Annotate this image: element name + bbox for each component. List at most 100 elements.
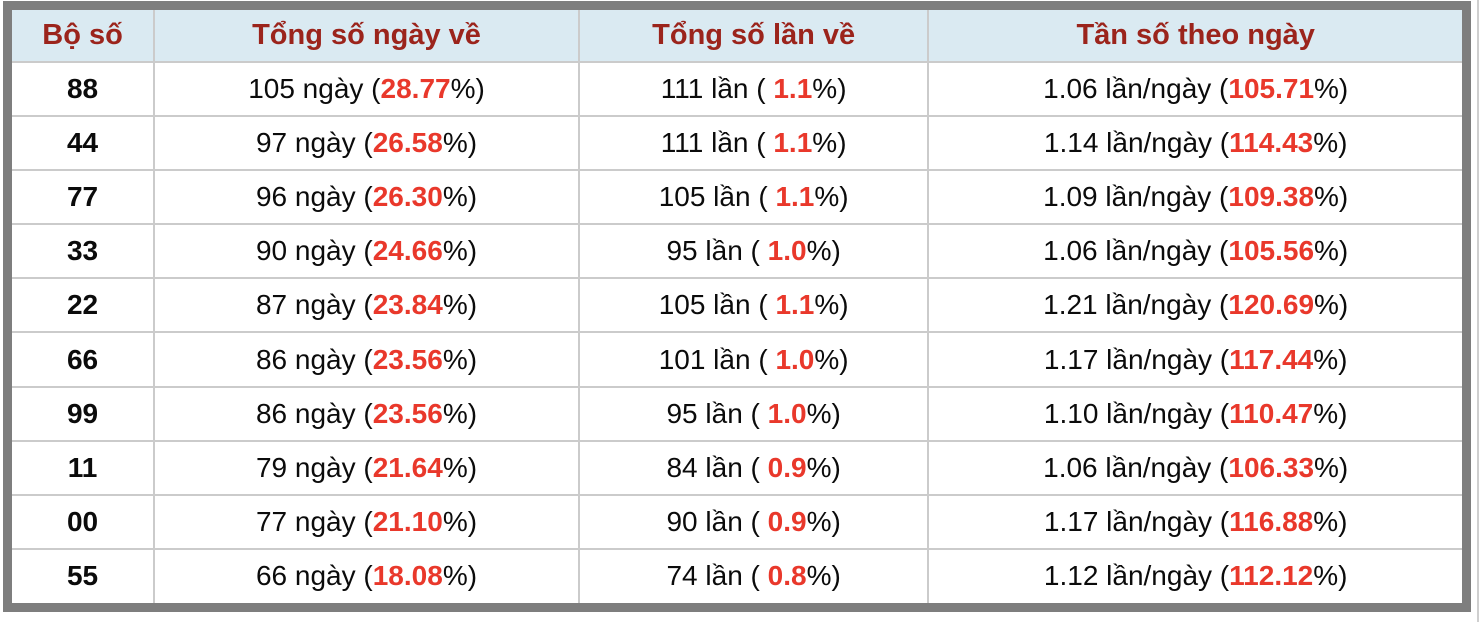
frequency-percent-value: 112.12	[1229, 560, 1314, 592]
statistics-table: Bộ số Tổng số ngày về Tổng số lần về Tần…	[12, 10, 1462, 603]
col-header-daily-frequency: Tần số theo ngày	[928, 10, 1462, 62]
frequency-percent-value: 105.71	[1228, 73, 1315, 105]
table-row: 88 105 ngày (28.77%) 111 lần ( 1.1%) 1.0…	[12, 62, 1462, 117]
days-percent-value: 23.56	[372, 343, 443, 375]
table-row: 33 90 ngày (24.66%) 95 lần ( 1.0%) 1.06 …	[12, 224, 1462, 279]
days-text: 87 ngày (	[255, 289, 373, 321]
times-percent-value: 0.8	[767, 560, 807, 592]
frequency-suffix: %)	[1314, 289, 1349, 321]
frequency-percent-value: 106.33	[1228, 451, 1315, 483]
daily-frequency-cell: 1.10 lần/ngày (110.47%)	[928, 387, 1462, 441]
frequency-suffix: %)	[1314, 451, 1349, 483]
frequency-suffix: %)	[1313, 505, 1348, 537]
total-times-cell: 84 lần ( 0.9%)	[578, 440, 930, 495]
times-percent-value: 1.0	[767, 397, 807, 429]
total-days-cell: 96 ngày (26.30%)	[154, 170, 580, 225]
frequency-suffix: %)	[1313, 127, 1348, 159]
daily-frequency-cell: 1.17 lần/ngày (117.44%)	[928, 332, 1462, 386]
times-text: 90 lần (	[666, 505, 768, 537]
frequency-text: 1.10 lần/ngày (	[1043, 397, 1230, 429]
times-percent-value: 0.9	[767, 451, 807, 483]
page-edge-divider	[1477, 0, 1479, 622]
times-percent-value: 1.1	[773, 127, 813, 159]
header-row: Bộ số Tổng số ngày về Tổng số lần về Tần…	[12, 10, 1462, 62]
times-suffix: %)	[812, 73, 847, 105]
table-row: 55 66 ngày (18.08%) 74 lần ( 0.8%) 1.12 …	[12, 548, 1462, 603]
pair-number: 33	[12, 224, 156, 279]
frequency-text: 1.09 lần/ngày (	[1043, 181, 1229, 213]
days-suffix: %)	[442, 235, 478, 267]
daily-frequency-cell: 1.14 lần/ngày (114.43%)	[928, 116, 1462, 170]
frequency-text: 1.14 lần/ngày (	[1043, 127, 1230, 159]
times-suffix: %)	[806, 505, 841, 537]
daily-frequency-cell: 1.09 lần/ngày (109.38%)	[928, 170, 1462, 224]
days-suffix: %)	[442, 397, 478, 429]
days-percent-value: 24.66	[372, 235, 443, 267]
frequency-percent-value: 120.69	[1228, 289, 1315, 321]
frequency-suffix: %)	[1314, 235, 1349, 267]
total-days-cell: 87 ngày (23.84%)	[154, 278, 580, 333]
table-row: 00 77 ngày (21.10%) 90 lần ( 0.9%) 1.17 …	[12, 494, 1462, 549]
total-times-cell: 111 lần ( 1.1%)	[578, 116, 930, 171]
times-percent-value: 1.1	[775, 181, 815, 213]
times-text: 101 lần (	[658, 343, 776, 375]
frequency-percent-value: 116.88	[1229, 505, 1314, 537]
col-header-pair: Bộ số	[12, 10, 156, 62]
total-days-cell: 79 ngày (21.64%)	[154, 440, 580, 495]
frequency-percent-value: 117.44	[1229, 343, 1314, 375]
frequency-percent-value: 105.56	[1228, 235, 1315, 267]
total-days-cell: 97 ngày (26.58%)	[154, 116, 580, 171]
days-text: 66 ngày (	[255, 560, 373, 592]
days-suffix: %)	[442, 505, 478, 537]
daily-frequency-cell: 1.17 lần/ngày (116.88%)	[928, 495, 1462, 549]
table-row: 66 86 ngày (23.56%) 101 lần ( 1.0%) 1.17…	[12, 332, 1462, 387]
table-row: 22 87 ngày (23.84%) 105 lần ( 1.1%) 1.21…	[12, 278, 1462, 333]
times-text: 84 lần (	[666, 451, 768, 483]
total-times-cell: 95 lần ( 1.0%)	[578, 386, 930, 441]
days-percent-value: 21.10	[372, 505, 443, 537]
days-percent-value: 23.84	[372, 289, 443, 321]
frequency-text: 1.06 lần/ngày (	[1043, 235, 1229, 267]
frequency-text: 1.12 lần/ngày (	[1043, 560, 1230, 592]
frequency-text: 1.17 lần/ngày (	[1043, 343, 1230, 375]
frequency-suffix: %)	[1313, 397, 1348, 429]
pair-number: 99	[12, 386, 156, 441]
times-text: 105 lần (	[658, 289, 776, 321]
total-times-cell: 95 lần ( 1.0%)	[578, 224, 930, 279]
days-text: 90 ngày (	[255, 235, 373, 267]
pair-number: 66	[12, 332, 156, 387]
pair-number: 44	[12, 116, 156, 171]
frequency-suffix: %)	[1313, 560, 1348, 592]
days-suffix: %)	[442, 289, 478, 321]
times-suffix: %)	[814, 181, 849, 213]
total-days-cell: 86 ngày (23.56%)	[154, 386, 580, 441]
days-suffix: %)	[442, 343, 478, 375]
days-text: 79 ngày (	[255, 451, 373, 483]
col-header-total-days: Tổng số ngày về	[154, 10, 580, 62]
times-suffix: %)	[814, 289, 849, 321]
total-days-cell: 86 ngày (23.56%)	[154, 332, 580, 387]
pair-number: 11	[12, 440, 156, 495]
pair-number: 77	[12, 170, 156, 225]
total-times-cell: 105 lần ( 1.1%)	[578, 170, 930, 225]
pair-number: 55	[12, 548, 156, 603]
times-text: 111 lần (	[660, 73, 774, 105]
frequency-text: 1.17 lần/ngày (	[1043, 505, 1230, 537]
table-row: 44 97 ngày (26.58%) 111 lần ( 1.1%) 1.14…	[12, 116, 1462, 171]
days-percent-value: 18.08	[372, 560, 443, 592]
total-times-cell: 105 lần ( 1.1%)	[578, 278, 930, 333]
days-text: 77 ngày (	[255, 505, 373, 537]
total-times-cell: 74 lần ( 0.8%)	[578, 548, 930, 603]
frequency-suffix: %)	[1314, 73, 1349, 105]
total-days-cell: 105 ngày (28.77%)	[154, 62, 580, 117]
days-percent-value: 21.64	[372, 451, 443, 483]
times-suffix: %)	[806, 560, 841, 592]
daily-frequency-cell: 1.06 lần/ngày (106.33%)	[928, 441, 1462, 495]
daily-frequency-cell: 1.06 lần/ngày (105.71%)	[928, 62, 1462, 116]
days-text: 97 ngày (	[255, 127, 373, 159]
table-row: 11 79 ngày (21.64%) 84 lần ( 0.9%) 1.06 …	[12, 440, 1462, 495]
frequency-suffix: %)	[1313, 343, 1348, 375]
pair-number: 88	[12, 62, 156, 117]
days-percent-value: 26.30	[372, 181, 443, 213]
frequency-suffix: %)	[1314, 181, 1349, 213]
